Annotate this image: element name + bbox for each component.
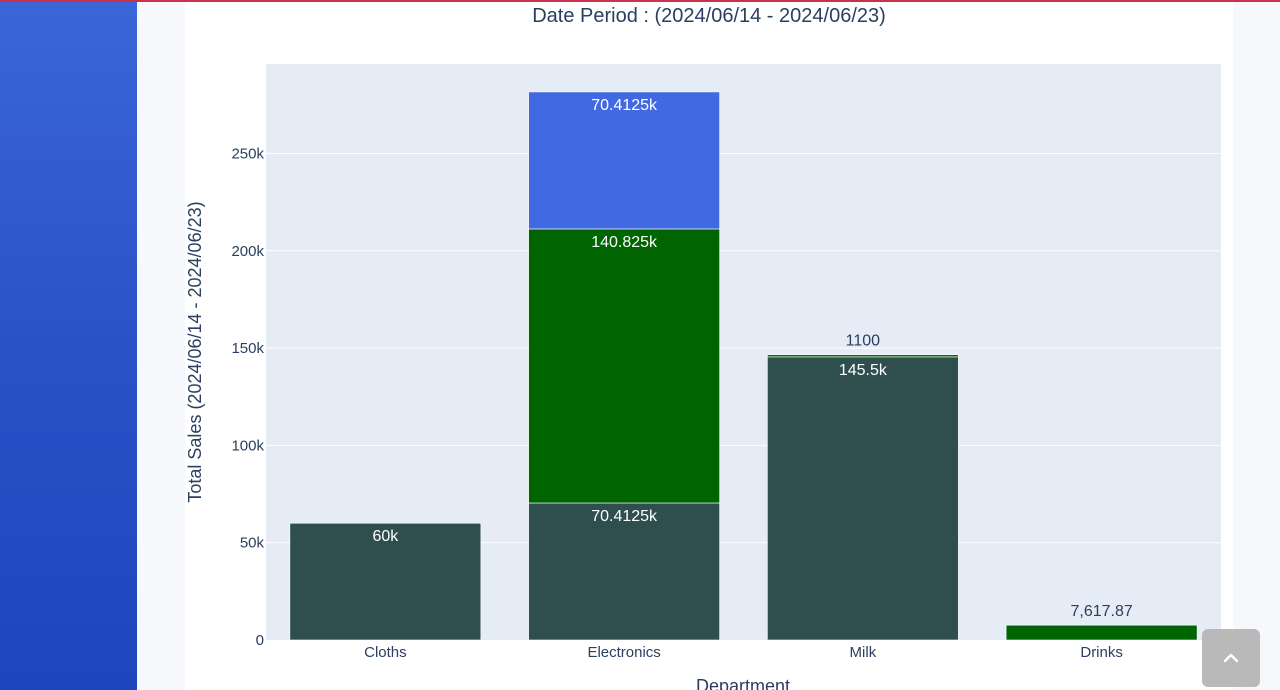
bar-series: [289, 91, 1198, 641]
grid-lines: [266, 153, 1221, 544]
bar-segment: [767, 354, 959, 358]
bar-segment: [528, 228, 720, 504]
x-tick-label: Milk: [850, 644, 877, 661]
data-labels: 60k 70.4125k 140.825k 70.4125k 145.5k 1100 7,6…: [372, 97, 1132, 620]
bar-value-label: 7,617.87: [1070, 603, 1132, 620]
y-tick-label: 100k: [231, 437, 264, 454]
bar-segment: [767, 356, 959, 641]
sidebar: [0, 0, 137, 690]
bar-segment: [1005, 624, 1198, 641]
x-axis-label: Department: [696, 676, 790, 690]
chart-title: Date Period : (2024/06/14 - 2024/06/23): [532, 5, 886, 27]
x-tick-label: Electronics: [587, 644, 660, 661]
bar-value-label: 1100: [846, 333, 881, 350]
bar-value-label: 145.5k: [839, 362, 888, 379]
bar-value-label: 70.4125k: [591, 508, 658, 525]
scroll-to-top-button[interactable]: [1202, 629, 1260, 687]
x-axis-ticks: Cloths Electronics Milk Drinks: [364, 644, 1123, 661]
y-tick-label: 50k: [240, 535, 265, 552]
bar-value-label: 60k: [372, 528, 399, 545]
y-tick-label: 200k: [231, 243, 264, 260]
x-tick-label: Drinks: [1080, 644, 1123, 661]
bar-segment: [289, 522, 482, 641]
bar-value-label: 70.4125k: [591, 97, 658, 114]
y-axis-label: Total Sales (2024/06/14 - 2024/06/23): [185, 201, 205, 502]
x-tick-label: Cloths: [364, 644, 407, 661]
y-tick-label: 150k: [231, 340, 264, 357]
top-accent-line: [0, 0, 1280, 2]
y-tick-label: 250k: [231, 146, 264, 163]
chevron-up-icon: [1223, 653, 1239, 663]
bar-segment: [528, 502, 720, 641]
bar-segment: [528, 91, 720, 230]
y-axis-ticks: 0 50k 100k 150k 200k 250k: [231, 146, 264, 649]
bar-value-label: 140.825k: [591, 234, 658, 251]
y-tick-label: 0: [256, 632, 264, 649]
